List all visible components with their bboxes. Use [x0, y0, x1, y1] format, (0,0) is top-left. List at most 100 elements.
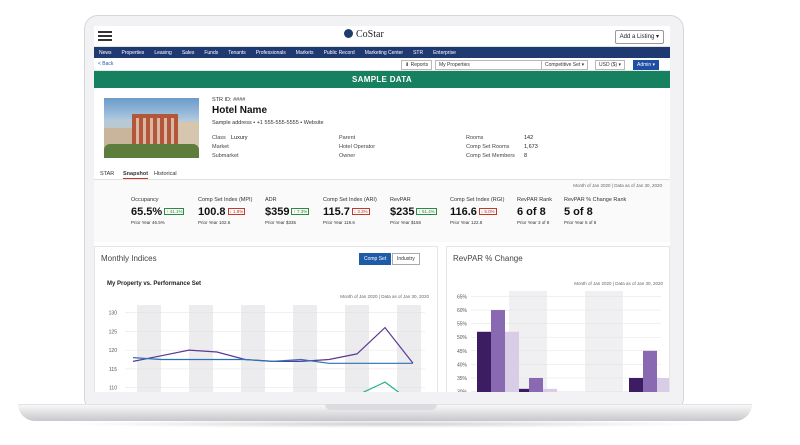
comp-set-toggle[interactable]: Comp Set: [359, 253, 392, 265]
kpi-value-text: 5 of 8: [564, 206, 593, 218]
kpi-label: RevPAR % Change Rank: [564, 197, 627, 203]
y-tick-label: 110: [109, 386, 117, 392]
back-link[interactable]: < Back: [98, 61, 114, 67]
kpi-prior-year: Prior Year 3 of 8: [517, 220, 550, 225]
rooms-label: Rooms: [466, 135, 484, 141]
nav-item-funds[interactable]: Funds: [204, 49, 219, 56]
revpar-bar-chart: 30% 35% 40% 45% 50% 55% 60% 65%: [457, 291, 669, 392]
logo-star-icon: [344, 29, 353, 38]
kpi-section: Month of Jan 2020 | Data as of Jan 30, 2…: [94, 180, 670, 242]
kpi-prior-year: Prior Year $156: [390, 220, 422, 225]
nav-item-news[interactable]: News: [99, 49, 112, 56]
kpi-change-badge: ↑ 7.3%: [291, 208, 310, 215]
chart-band: [189, 305, 213, 392]
line-series-3: [362, 381, 400, 392]
chart-band: [293, 305, 317, 392]
industry-toggle[interactable]: Industry: [392, 253, 420, 265]
comp-rooms-label: Comp Set Rooms: [466, 144, 510, 150]
kpi-label: Comp Set Index (ARI): [323, 197, 377, 203]
kpi-label: RevPAR Rank: [517, 197, 553, 203]
my-properties-select[interactable]: My Properties: [435, 60, 543, 70]
hotel-address: Sample address • +1 555-555-5555 • Websi…: [212, 120, 324, 126]
menu-icon[interactable]: [98, 29, 112, 41]
owner-label: Owner: [339, 153, 356, 159]
bar-series-1: [477, 331, 491, 392]
nav-item-professionals[interactable]: Professionals: [255, 49, 286, 56]
kpi-adr: ADR $359 ↑ 7.3% Prior Year $335: [265, 197, 310, 225]
y-tick-label: 130: [109, 311, 118, 317]
kpi-label: Comp Set Index (MPI): [198, 197, 253, 203]
nav-item-public-record[interactable]: Public Record: [323, 49, 355, 56]
nav-item-enterprise[interactable]: Enterprise: [433, 49, 456, 56]
chart-band: [241, 305, 265, 392]
kpi-comp-set-index-rgi: Comp Set Index (RGI) 116.6 ↓ 5.0% Prior Yea…: [450, 197, 504, 225]
monthly-as-of: Month of Jan 2020 | Data as of Jan 30, 2…: [340, 294, 429, 299]
currency-select[interactable]: USD ($) ▾: [595, 60, 625, 70]
kpi-value-text: 100.8: [198, 206, 226, 218]
line-series-2: [132, 357, 413, 364]
add-listing-button[interactable]: Add a Listing ▾: [614, 30, 664, 44]
bar-series-2: [491, 310, 505, 392]
kpi-label: ADR: [265, 197, 277, 203]
y-tick-label: 50%: [457, 335, 468, 341]
kpi-change-badge: ↓ 3.3%: [351, 208, 370, 215]
laptop-shadow: [60, 420, 710, 428]
nav-item-markets[interactable]: Markets: [295, 49, 314, 56]
competitive-set-select[interactable]: Competitive Set ▾: [541, 60, 589, 70]
toolbar: < Back ⬇ Reports My Properties Competiti…: [94, 59, 670, 71]
kpi-value: 100.8 ↓ 1.8%: [198, 206, 252, 218]
bar-series-3: [543, 388, 557, 392]
y-tick-label: 115: [109, 367, 117, 373]
kpi-as-of: Month of Jan 2020 | Data as of Jan 30, 2…: [573, 183, 662, 188]
kpi-value: $235 ↑ 51.4%: [390, 206, 437, 218]
rooms-value: 142: [524, 135, 534, 141]
kpi-value-text: 65.5%: [131, 206, 163, 218]
y-tick-label: 55%: [457, 322, 468, 328]
kpi-prior-year: Prior Year 122.8: [450, 220, 483, 225]
nav-item-marketing-center[interactable]: Marketing Center: [364, 49, 404, 56]
kpi-value: 116.6 ↓ 5.0%: [450, 206, 504, 218]
monthly-indices-title: Monthly Indices: [101, 254, 157, 263]
kpi-occupancy: Occupancy 65.5% ↑ 41.1% Prior Year 46.5%: [131, 197, 185, 225]
nav-item-sales[interactable]: Sales: [181, 49, 195, 56]
admin-button[interactable]: Admin ▾: [633, 60, 660, 70]
class-label: Class: [212, 135, 226, 141]
operator-label: Hotel Operator: [339, 144, 376, 150]
nav-item-leasing[interactable]: Leasing: [154, 49, 172, 56]
y-tick-label: 60%: [457, 308, 468, 314]
kpi-prior-year: Prior Year 46.5%: [131, 220, 165, 225]
comp-members-label: Comp Set Members: [466, 153, 515, 159]
y-tick-label: 30%: [457, 390, 468, 392]
chart-band: [585, 291, 623, 392]
nav-item-properties[interactable]: Properties: [121, 49, 145, 56]
kpi-value-text: 116.6: [450, 206, 477, 218]
kpi-label: RevPAR: [390, 197, 411, 203]
kpi-prior-year: Prior Year 5 of 8: [564, 220, 597, 225]
bar-series-1: [629, 377, 643, 392]
nav-item-str[interactable]: STR: [413, 49, 424, 56]
monthly-line-chart: 110 115 120 125 130: [109, 305, 425, 392]
kpi-revpar-rank: RevPAR Rank 6 of 8 Prior Year 3 of 8: [517, 197, 552, 225]
chart-band: [345, 305, 369, 392]
submarket-label: Submarket: [212, 153, 239, 159]
tab-historical[interactable]: Historical: [154, 171, 177, 177]
nav-item-tenants[interactable]: Tenants: [228, 49, 246, 56]
tab-star[interactable]: STAR: [100, 171, 115, 177]
tab-snapshot[interactable]: Snapshot: [123, 171, 149, 179]
laptop-notch: [325, 404, 437, 410]
y-tick-label: 35%: [457, 376, 468, 382]
parent-label: Parent: [339, 135, 356, 141]
kpi-label: Occupancy: [131, 197, 159, 203]
kpi-revpar-change-rank: RevPAR % Change Rank 5 of 8 Prior Year 5 o…: [564, 197, 626, 225]
kpi-change-badge: ↓ 5.0%: [478, 208, 497, 215]
y-tick-label: 40%: [457, 362, 468, 368]
kpi-value-text: 6 of 8: [517, 206, 546, 218]
chart-subtitle: My Property vs. Performance Set: [107, 281, 202, 287]
str-id: STR ID: ####: [212, 97, 246, 103]
kpi-comp-set-index-mpi: Comp Set Index (MPI) 100.8 ↓ 1.8% Prior Yea…: [198, 197, 252, 225]
y-tick-label: 125: [109, 329, 118, 335]
hotel-name: Hotel Name: [212, 105, 268, 116]
costar-logo[interactable]: CoStar: [344, 29, 384, 40]
hotel-photo: [104, 98, 199, 158]
reports-button[interactable]: ⬇ Reports: [401, 60, 433, 70]
